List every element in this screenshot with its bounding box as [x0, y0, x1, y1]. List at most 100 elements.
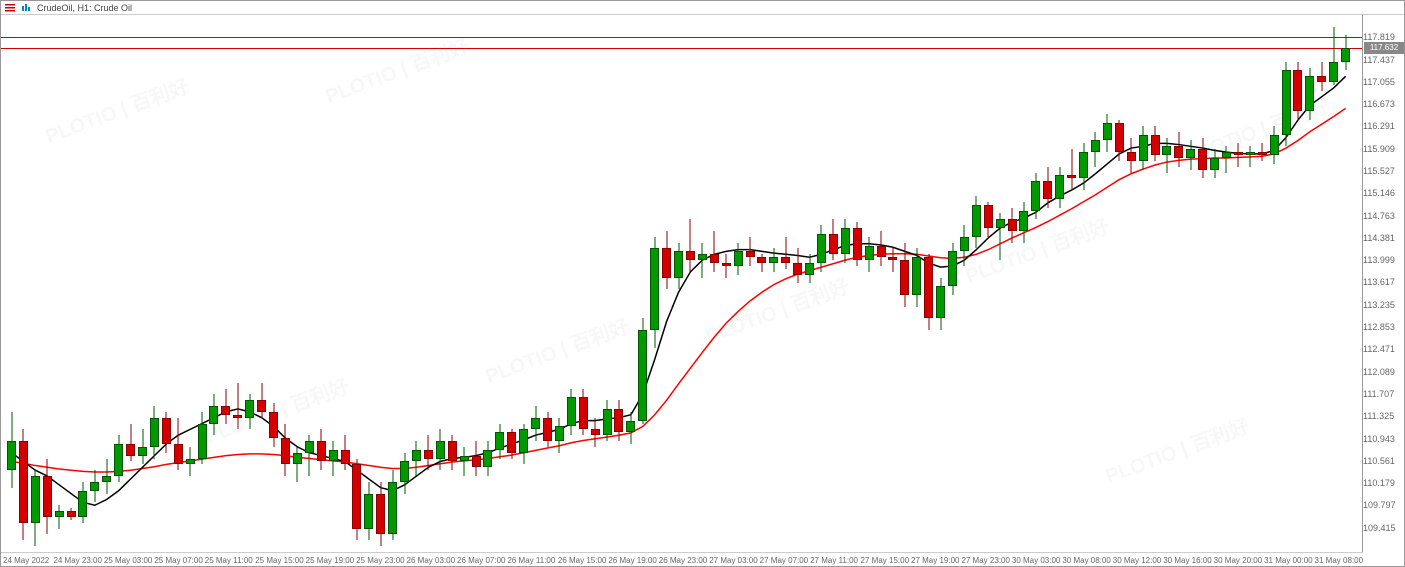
candlestick [281, 15, 290, 550]
candlestick [793, 15, 802, 550]
candlestick [614, 15, 623, 550]
y-axis-label: 117.055 [1363, 77, 1395, 87]
candlestick [829, 15, 838, 550]
candlestick [1055, 15, 1064, 550]
candlestick [78, 15, 87, 550]
candlestick [1139, 15, 1148, 550]
candlestick [1305, 15, 1314, 550]
time-axis: 24 May 202224 May 23:0025 May 03:0025 Ma… [1, 552, 1363, 566]
y-axis-label: 113.617 [1363, 277, 1395, 287]
candlestick [1174, 15, 1183, 550]
x-axis-label: 26 May 15:00 [558, 556, 606, 565]
y-axis-label: 110.179 [1363, 478, 1395, 488]
y-axis-label: 110.561 [1363, 456, 1395, 466]
candlestick [388, 15, 397, 550]
candlestick [924, 15, 933, 550]
y-axis-label: 115.527 [1363, 166, 1395, 176]
candlestick [293, 15, 302, 550]
y-axis-label: 117.819 [1363, 32, 1395, 42]
candlestick [329, 15, 338, 550]
x-axis-label: 25 May 19:00 [306, 556, 354, 565]
candlestick [984, 15, 993, 550]
candlestick [972, 15, 981, 550]
candlestick [674, 15, 683, 550]
x-axis-label: 27 May 07:00 [760, 556, 808, 565]
candlestick [1151, 15, 1160, 550]
candlestick [233, 15, 242, 550]
x-axis-label: 25 May 11:00 [205, 556, 253, 565]
candlestick [483, 15, 492, 550]
candlestick [138, 15, 147, 550]
candlestick [198, 15, 207, 550]
candlestick [400, 15, 409, 550]
candlestick [43, 15, 52, 550]
candlestick [269, 15, 278, 550]
candlestick [567, 15, 576, 550]
candlestick [805, 15, 814, 550]
y-axis-label: 116.673 [1363, 99, 1395, 109]
candlestick [1079, 15, 1088, 550]
candlestick [424, 15, 433, 550]
candlestick [936, 15, 945, 550]
candlestick [519, 15, 528, 550]
candlestick [1246, 15, 1255, 550]
candlestick [626, 15, 635, 550]
candlestick [912, 15, 921, 550]
candlestick [900, 15, 909, 550]
candlestick [257, 15, 266, 550]
candlestick [436, 15, 445, 550]
x-axis-label: 25 May 23:00 [356, 556, 404, 565]
candlestick [472, 15, 481, 550]
chart-type-icon[interactable] [21, 3, 33, 13]
chart-plot-area[interactable]: PLOTIO | 百利好 PLOTIO | 百利好 PLOTIO | 百利好 P… [1, 15, 1363, 554]
candlestick [1270, 15, 1279, 550]
candlestick [1317, 15, 1326, 550]
list-icon[interactable] [5, 3, 17, 13]
x-axis-label: 25 May 03:00 [104, 556, 152, 565]
y-axis-label: 111.707 [1363, 389, 1394, 399]
candlestick [531, 15, 540, 550]
y-axis-label: 115.909 [1363, 144, 1395, 154]
y-axis-label: 110.943 [1363, 434, 1395, 444]
candlestick [245, 15, 254, 550]
candlestick [1329, 15, 1338, 550]
y-axis-label: 113.999 [1363, 255, 1395, 265]
candlestick [1222, 15, 1231, 550]
candlestick [209, 15, 218, 550]
candlestick [853, 15, 862, 550]
x-axis-label: 26 May 19:00 [608, 556, 656, 565]
x-axis-label: 26 May 03:00 [407, 556, 455, 565]
candlestick [543, 15, 552, 550]
candlestick [841, 15, 850, 550]
price-axis: 117.819117.437117.055116.673116.291115.9… [1361, 15, 1404, 554]
candlestick [734, 15, 743, 550]
x-axis-label: 27 May 11:00 [810, 556, 858, 565]
x-axis-label: 30 May 08:00 [1062, 556, 1110, 565]
candlestick [174, 15, 183, 550]
candlestick [698, 15, 707, 550]
candlestick [996, 15, 1005, 550]
x-axis-label: 26 May 07:00 [457, 556, 505, 565]
x-axis-label: 25 May 15:00 [255, 556, 303, 565]
candlestick [19, 15, 28, 550]
candlestick [579, 15, 588, 550]
candlestick [102, 15, 111, 550]
candlestick [960, 15, 969, 550]
candlestick [317, 15, 326, 550]
candlestick [376, 15, 385, 550]
candlestick [757, 15, 766, 550]
candlestick [948, 15, 957, 550]
x-axis-label: 30 May 20:00 [1214, 556, 1262, 565]
candlestick [722, 15, 731, 550]
candlestick [1043, 15, 1052, 550]
candlestick [591, 15, 600, 550]
x-axis-label: 30 May 03:00 [1012, 556, 1060, 565]
candlestick [781, 15, 790, 550]
y-axis-label: 109.415 [1363, 523, 1396, 533]
candlestick [114, 15, 123, 550]
candlestick [877, 15, 886, 550]
candlestick [305, 15, 314, 550]
y-axis-label: 112.089 [1363, 367, 1395, 377]
y-axis-label: 109.797 [1363, 500, 1396, 510]
x-axis-label: 27 May 19:00 [911, 556, 959, 565]
